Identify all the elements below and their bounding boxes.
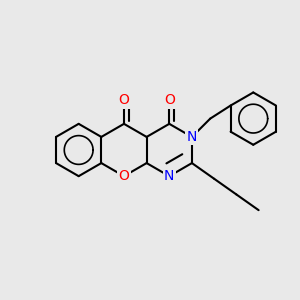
Text: O: O	[118, 93, 129, 107]
Text: N: N	[164, 169, 175, 183]
Text: O: O	[164, 93, 175, 107]
Text: O: O	[118, 169, 129, 183]
Text: N: N	[187, 130, 197, 144]
